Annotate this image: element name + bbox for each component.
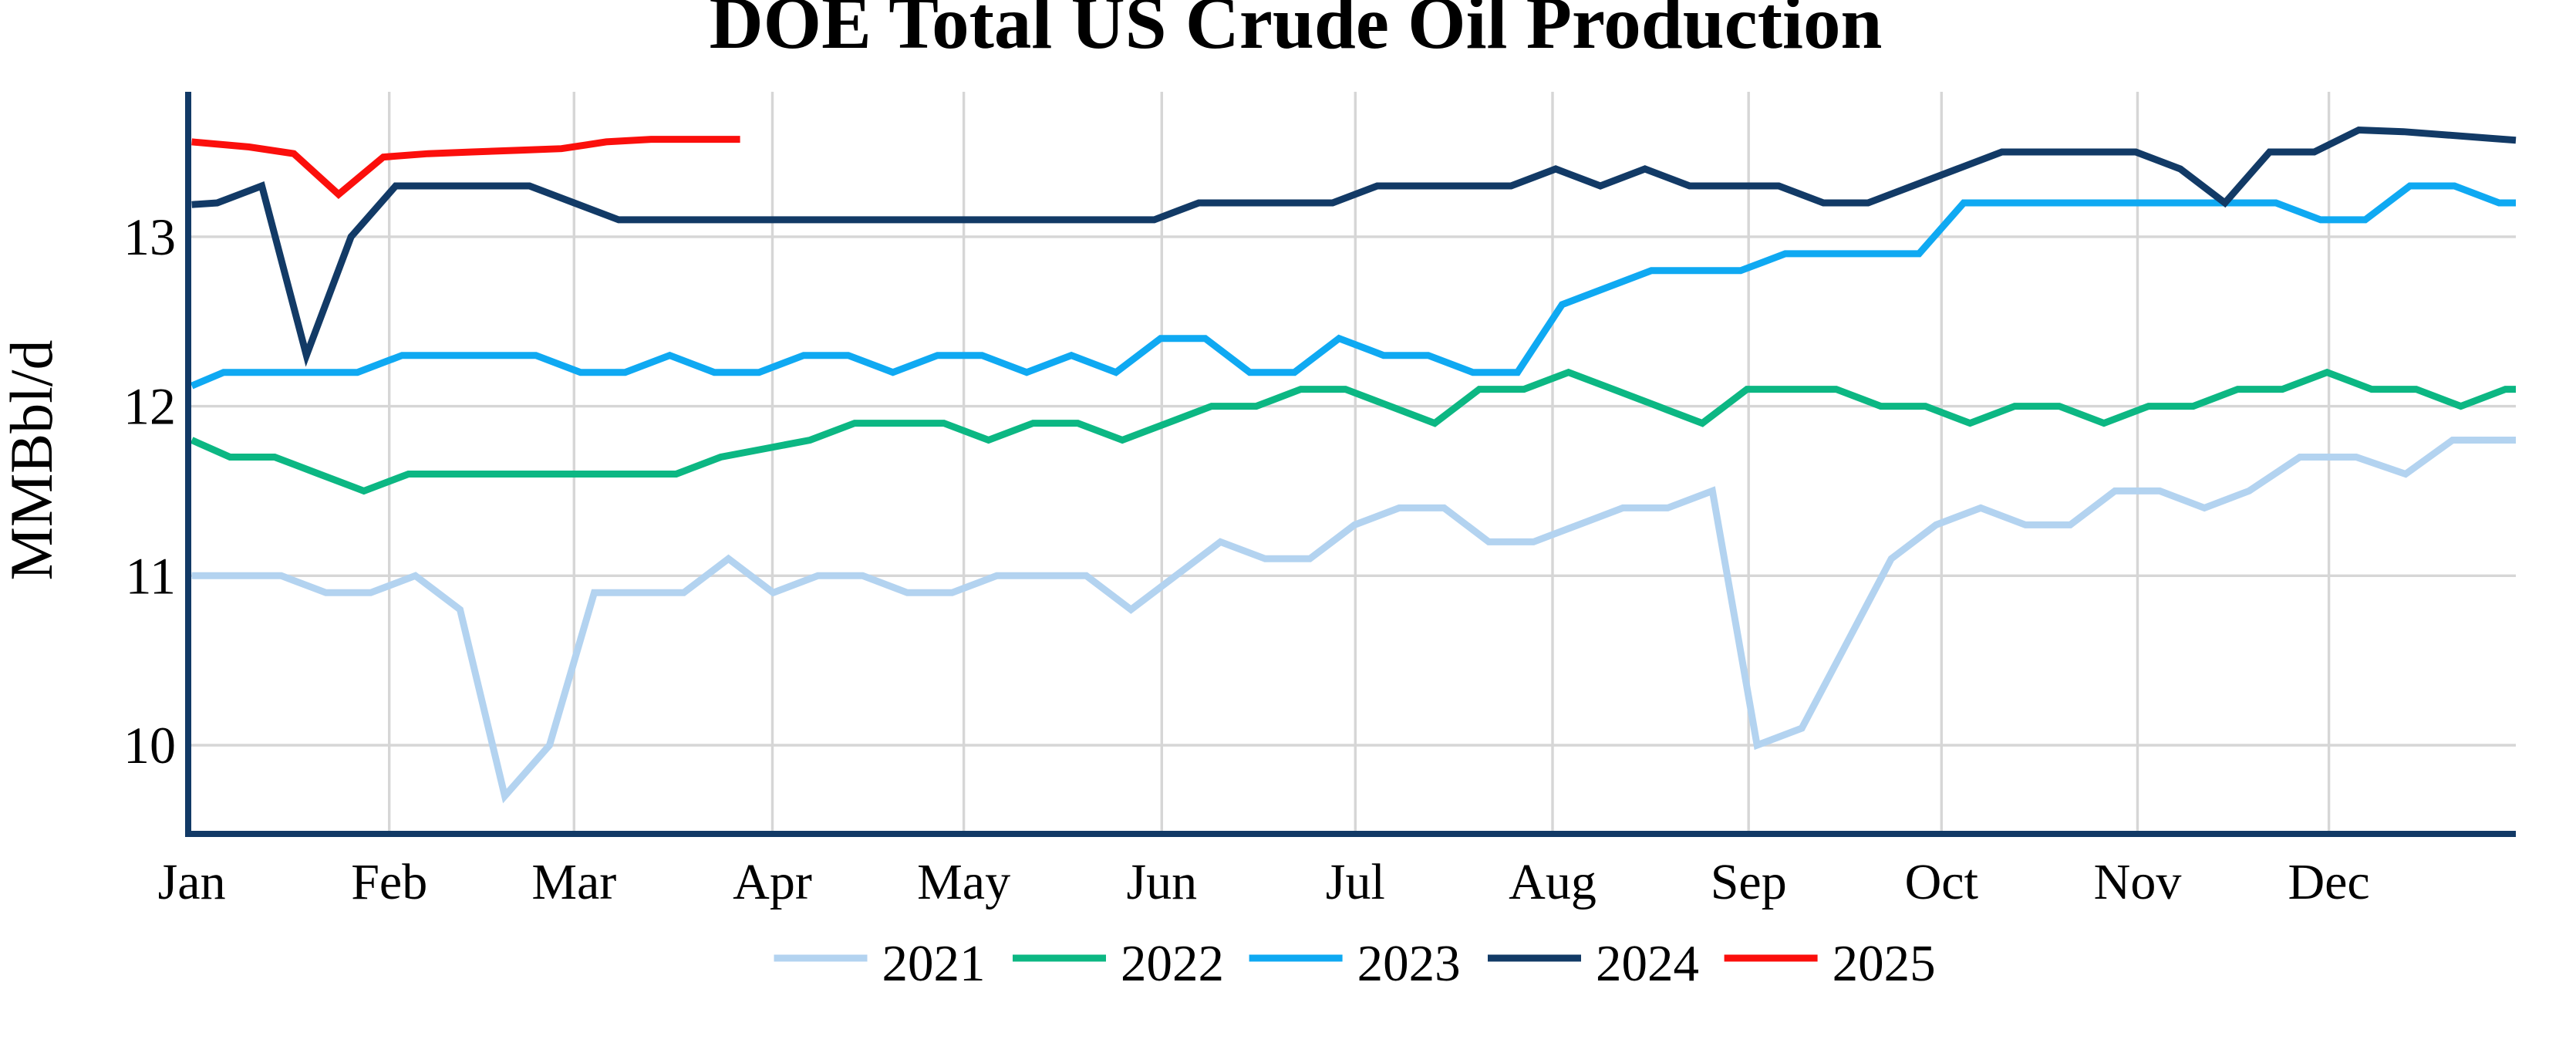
svg-text:Jul: Jul — [1326, 854, 1385, 910]
svg-text:Feb: Feb — [351, 854, 427, 910]
svg-text:May: May — [917, 854, 1010, 910]
svg-text:Aug: Aug — [1509, 854, 1597, 910]
svg-text:2023: 2023 — [1357, 935, 1461, 992]
svg-text:2024: 2024 — [1596, 935, 1699, 992]
svg-text:Nov: Nov — [2094, 854, 2182, 910]
svg-text:Jun: Jun — [1126, 854, 1197, 910]
svg-text:Oct: Oct — [1905, 854, 1978, 910]
svg-text:Sep: Sep — [1711, 854, 1787, 910]
svg-text:11: 11 — [126, 546, 176, 605]
svg-text:DOE Total US Crude Oil Product: DOE Total US Crude Oil Production — [710, 0, 1883, 64]
svg-text:Apr: Apr — [733, 854, 812, 910]
svg-text:2025: 2025 — [1833, 935, 1936, 992]
svg-text:Jan: Jan — [158, 854, 226, 910]
svg-text:2022: 2022 — [1121, 935, 1224, 992]
svg-text:10: 10 — [123, 716, 176, 775]
svg-text:12: 12 — [123, 377, 176, 436]
svg-text:MMBbl/d: MMBbl/d — [0, 339, 65, 580]
svg-text:Dec: Dec — [2288, 854, 2369, 910]
svg-text:13: 13 — [123, 208, 176, 266]
svg-text:2021: 2021 — [882, 935, 986, 992]
svg-text:Mar: Mar — [531, 854, 616, 910]
